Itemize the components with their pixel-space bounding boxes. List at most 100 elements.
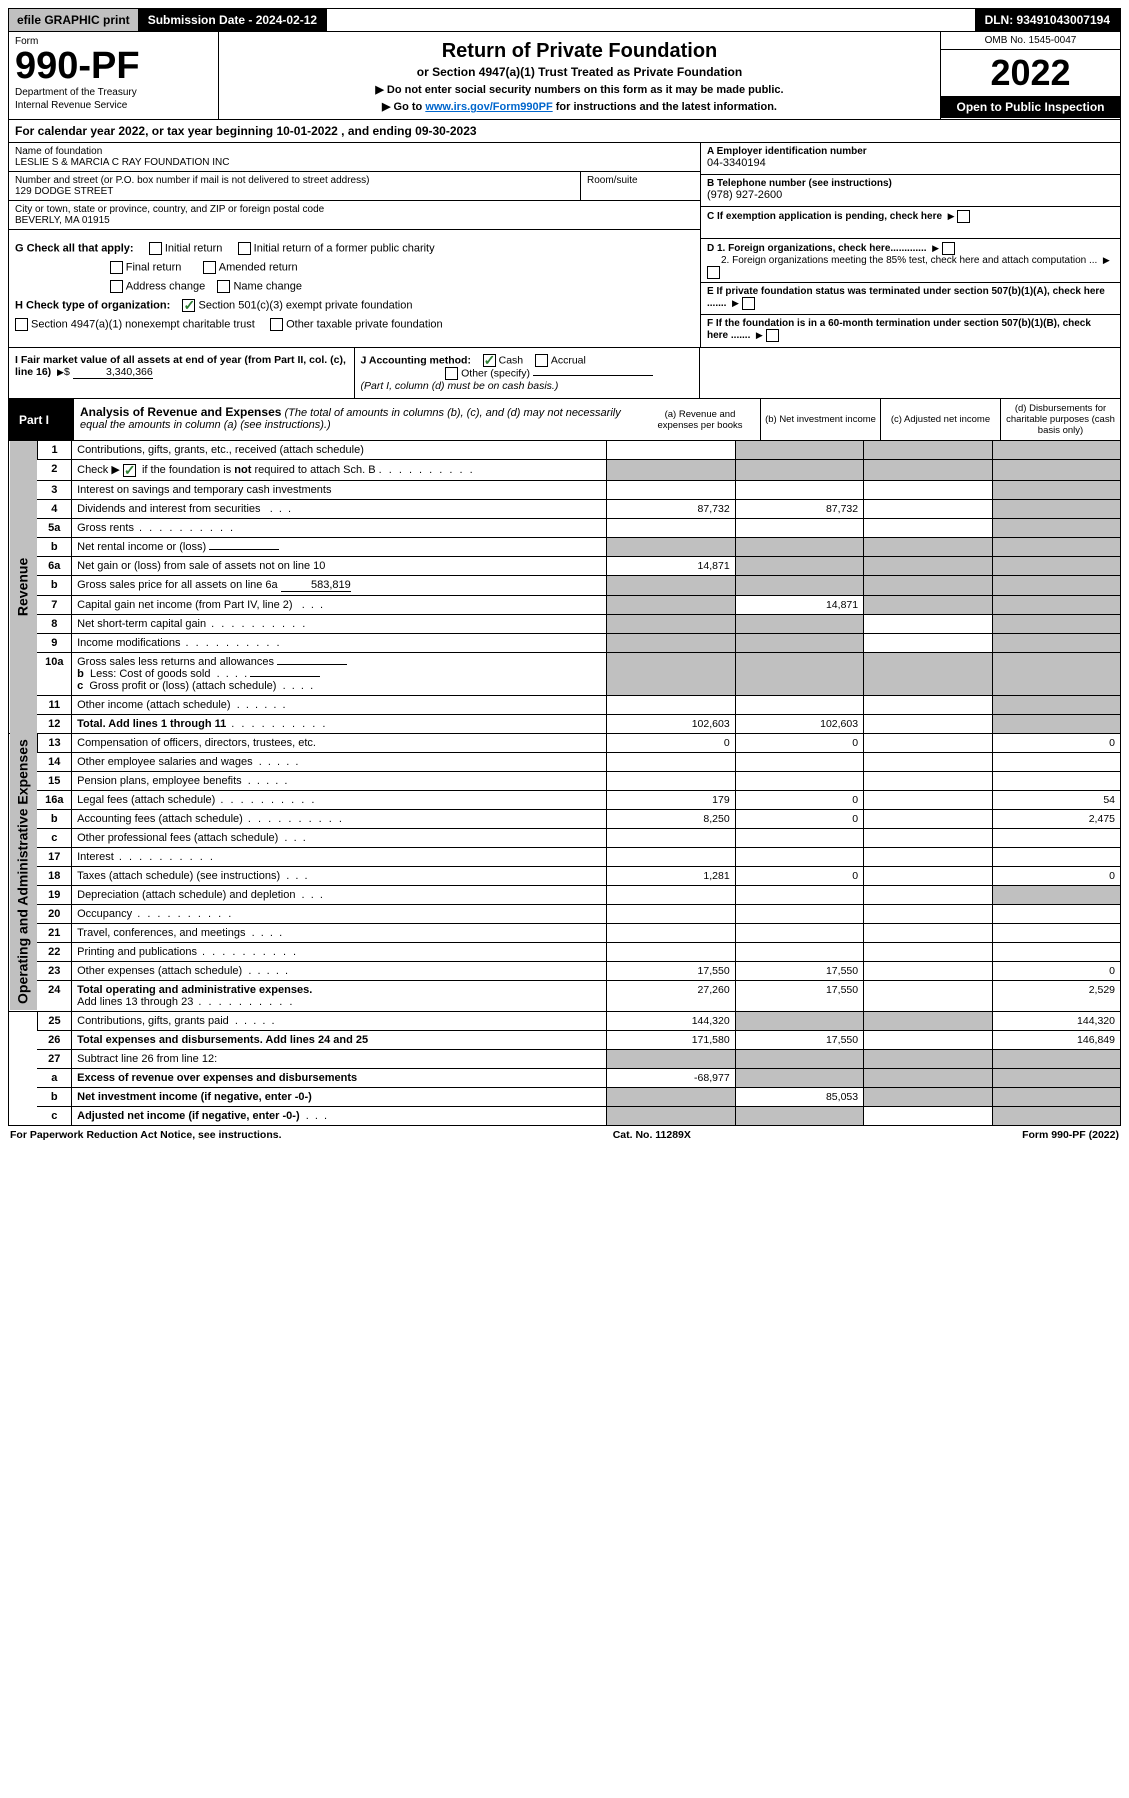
final-return-checkbox[interactable] (110, 261, 123, 274)
room-label: Room/suite (587, 175, 694, 186)
line-4-desc: Dividends and interest from securities (77, 503, 260, 515)
col-a-header: (a) Revenue and expenses per books (640, 399, 760, 440)
h-label: H Check type of organization: (15, 299, 170, 311)
line-num: b (37, 809, 71, 828)
name-change-checkbox[interactable] (217, 280, 230, 293)
dept-treasury: Department of the Treasury (15, 87, 212, 98)
d2-checkbox[interactable] (707, 266, 720, 279)
arrow-icon (732, 298, 739, 309)
part1-table: Revenue 1 Contributions, gifts, grants, … (8, 441, 1121, 1126)
line-16b-a: 8,250 (607, 809, 735, 828)
line-num: 17 (37, 847, 71, 866)
line-10b-desc: Less: Cost of goods sold (90, 668, 210, 680)
g-label: G Check all that apply: (15, 242, 134, 254)
line-12-desc: Total. Add lines 1 through 11 (77, 718, 226, 730)
d1-checkbox[interactable] (942, 242, 955, 255)
d2-label: 2. Foreign organizations meeting the 85%… (707, 255, 1097, 266)
form-subtitle: or Section 4947(a)(1) Trust Treated as P… (225, 65, 934, 79)
g-amended: Amended return (219, 261, 298, 273)
line-27a-a: -68,977 (607, 1068, 735, 1087)
revenue-side-label: Revenue (9, 441, 38, 733)
e-checkbox[interactable] (742, 297, 755, 310)
g-final: Final return (126, 261, 182, 273)
initial-return-checkbox[interactable] (149, 242, 162, 255)
j-cash-checkbox[interactable] (483, 354, 496, 367)
initial-former-checkbox[interactable] (238, 242, 251, 255)
h-501c3-checkbox[interactable] (182, 299, 195, 312)
line-num: b (37, 537, 71, 556)
line-11-desc: Other income (attach schedule) (77, 699, 230, 711)
form990pf-link[interactable]: www.irs.gov/Form990PF (425, 101, 552, 113)
d1-label: D 1. Foreign organizations, check here..… (707, 243, 927, 254)
line-23-b: 17,550 (735, 961, 863, 980)
line-24-a: 27,260 (607, 980, 735, 1011)
col-c-header: (c) Adjusted net income (880, 399, 1000, 440)
line-1-desc: Contributions, gifts, grants, etc., rece… (72, 441, 607, 460)
line-26-d: 146,849 (992, 1030, 1120, 1049)
line-25-d: 144,320 (992, 1011, 1120, 1030)
j-note: (Part I, column (d) must be on cash basi… (361, 380, 559, 392)
note-goto-suffix: for instructions and the latest informat… (553, 101, 777, 113)
j-cash: Cash (499, 354, 524, 366)
hij-row: I Fair market value of all assets at end… (8, 348, 1121, 399)
j-accrual-checkbox[interactable] (535, 354, 548, 367)
tax-year: 2022 (941, 50, 1120, 96)
line-num: 15 (37, 771, 71, 790)
line-27-desc: Subtract line 26 from line 12: (72, 1049, 607, 1068)
arrow-icon (948, 211, 955, 222)
line-num: 18 (37, 866, 71, 885)
amended-return-checkbox[interactable] (203, 261, 216, 274)
line-20-desc: Occupancy (77, 908, 132, 920)
line-num: 3 (37, 480, 71, 499)
line-num: 13 (37, 733, 71, 752)
line-7-b: 14,871 (735, 595, 863, 614)
line-24-desc: Total operating and administrative expen… (77, 984, 312, 996)
omb-number: OMB No. 1545-0047 (941, 32, 1120, 50)
col-d-header: (d) Disbursements for charitable purpose… (1000, 399, 1120, 440)
line-6a-a: 14,871 (607, 556, 735, 575)
line-4-a: 87,732 (607, 499, 735, 518)
i-label: I Fair market value of all assets at end… (15, 354, 346, 378)
line-21-desc: Travel, conferences, and meetings (77, 927, 245, 939)
line-num: 1 (37, 441, 71, 460)
efile-graphic-print[interactable]: efile GRAPHIC print (9, 9, 138, 31)
form-number: 990-PF (15, 47, 212, 85)
h-opt3: Other taxable private foundation (286, 318, 443, 330)
line-10b-num: b (77, 668, 84, 680)
h-other-checkbox[interactable] (270, 318, 283, 331)
c-checkbox[interactable] (957, 210, 970, 223)
arrow-icon (756, 330, 763, 341)
line-24-b: 17,550 (735, 980, 863, 1011)
line-7-desc: Capital gain net income (from Part IV, l… (77, 599, 292, 611)
line-26-desc: Total expenses and disbursements. Add li… (77, 1034, 368, 1046)
g-name-change: Name change (233, 280, 302, 292)
a-label: A Employer identification number (707, 146, 867, 157)
h-4947-checkbox[interactable] (15, 318, 28, 331)
line-num: 20 (37, 904, 71, 923)
line-num: b (37, 575, 71, 595)
line-27a-desc: Excess of revenue over expenses and disb… (77, 1072, 357, 1084)
line-16c-desc: Other professional fees (attach schedule… (77, 832, 278, 844)
line-3-desc: Interest on savings and temporary cash i… (72, 480, 607, 499)
foundation-name: LESLIE S & MARCIA C RAY FOUNDATION INC (15, 157, 694, 168)
arrow-icon (1103, 255, 1110, 266)
line-13-desc: Compensation of officers, directors, tru… (72, 733, 607, 752)
line-24-d: 2,529 (992, 980, 1120, 1011)
g-addr-change: Address change (126, 280, 206, 292)
line-13-a: 0 (607, 733, 735, 752)
line-9-desc: Income modifications (77, 637, 180, 649)
expenses-side-label: Operating and Administrative Expenses (9, 733, 38, 1011)
part1-title: Analysis of Revenue and Expenses (80, 405, 281, 419)
f-checkbox[interactable] (766, 329, 779, 342)
note-goto-prefix: ▶ Go to (382, 101, 425, 113)
e-label: E If private foundation status was termi… (707, 286, 1105, 309)
line-16a-b: 0 (735, 790, 863, 809)
line-num: 25 (37, 1011, 71, 1030)
c-label: C If exemption application is pending, c… (707, 211, 942, 222)
addr-change-checkbox[interactable] (110, 280, 123, 293)
line-num: 23 (37, 961, 71, 980)
j-other-checkbox[interactable] (445, 367, 458, 380)
arrow-icon (57, 366, 64, 378)
sch-b-checkbox[interactable] (123, 464, 136, 477)
line-23-a: 17,550 (607, 961, 735, 980)
